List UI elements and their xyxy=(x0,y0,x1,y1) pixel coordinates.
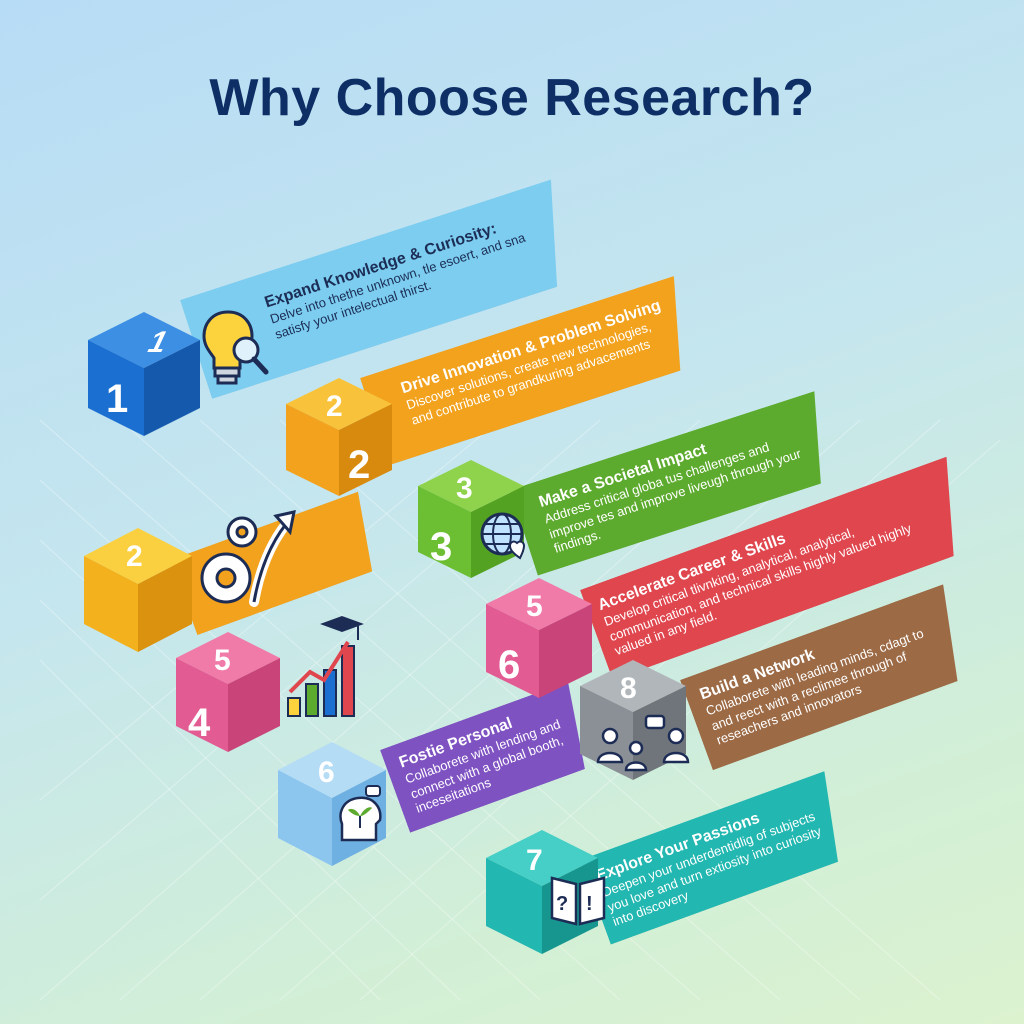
lightbulb-magnifier-icon xyxy=(198,306,272,393)
cube-top-number: 5 xyxy=(526,590,543,623)
cube-5-pink: 5 4 xyxy=(176,632,280,752)
svg-text:?: ? xyxy=(556,893,568,915)
book-question-icon: ? ! xyxy=(548,868,608,933)
cube-top-number: 7 xyxy=(526,844,543,877)
cube-front-number: 3 xyxy=(430,525,452,569)
globe-heart-icon xyxy=(476,508,536,569)
cube-1: 1 1 xyxy=(88,312,200,436)
cube-front-number: 1 xyxy=(106,377,128,421)
growth-chart-graduation-icon xyxy=(284,610,374,725)
cube-top-number: 3 xyxy=(456,472,473,505)
cube-gears: 2 xyxy=(84,528,192,652)
cube-front-number: 6 xyxy=(498,643,520,687)
cube-2: 2 2 xyxy=(286,378,392,496)
cube-top-number: 6 xyxy=(318,756,335,789)
cube-top-number: 5 xyxy=(214,644,231,677)
svg-text:!: ! xyxy=(586,893,593,915)
cube-front-number: 4 xyxy=(188,701,211,745)
page-title: Why Choose Research? xyxy=(209,69,815,127)
people-network-icon xyxy=(596,712,692,777)
gears-arrow-icon xyxy=(190,498,300,619)
cube-5-red: 5 6 xyxy=(486,578,592,698)
head-plant-icon xyxy=(336,784,388,849)
cube-top-number: 2 xyxy=(126,540,143,573)
cube-top-number: 2 xyxy=(326,390,343,423)
cube-top-number: 8 xyxy=(620,672,637,705)
cube-front-number: 2 xyxy=(348,443,370,487)
